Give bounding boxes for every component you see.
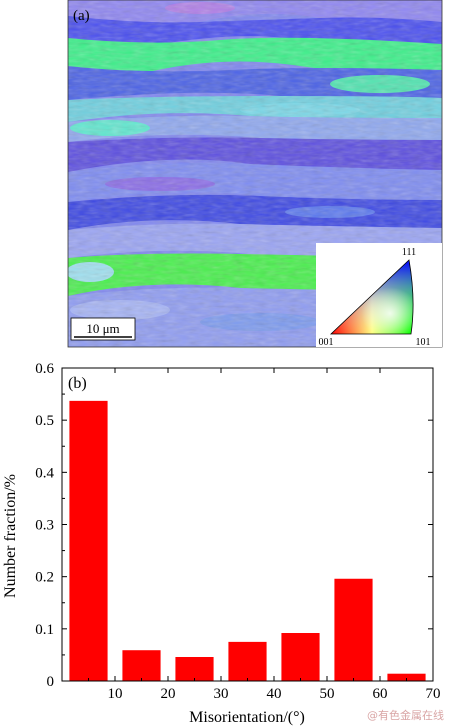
x-tick-label-5: 60 xyxy=(373,686,388,702)
panel-b-label: (b) xyxy=(68,375,87,392)
bar-3 xyxy=(228,641,267,681)
ipf-label-001: 001 xyxy=(319,337,334,348)
plot-frame xyxy=(61,367,434,682)
panel-a-label: (a) xyxy=(73,8,90,24)
y-tick-label-6: 0.6 xyxy=(35,361,54,377)
x-tick-label-0: 10 xyxy=(108,686,123,702)
x-tick-label-4: 50 xyxy=(320,686,335,702)
x-axis-label: Misorientation/(°) xyxy=(189,709,305,726)
y-tick-label-5: 0.5 xyxy=(35,413,54,429)
scale-bar: 10 μm xyxy=(70,317,136,341)
y-tick-label-4: 0.4 xyxy=(35,465,54,481)
bar-1 xyxy=(122,650,161,681)
y-tick-label-3: 0.3 xyxy=(35,518,54,534)
x-tick-label-6: 70 xyxy=(426,686,441,702)
y-tick-label-1: 0.1 xyxy=(35,622,54,638)
y-tick-label-0: 0 xyxy=(47,674,55,690)
bar-2 xyxy=(175,657,214,681)
bar-5 xyxy=(334,578,373,681)
bar-0 xyxy=(69,400,108,681)
x-tick-label-3: 40 xyxy=(267,686,282,702)
scale-bar-label: 10 μm xyxy=(86,321,119,336)
misorientation-bar-chart: 0 0.1 0.2 0.3 0.4 0.5 0.6 10 20 30 40 50 60 70 (b) Mi… xyxy=(2,361,441,726)
ipf-label-111: 111 xyxy=(402,247,416,258)
bar-4 xyxy=(281,633,320,681)
ipf-color-key: 111 001 101 xyxy=(316,243,442,348)
ipf-label-101: 101 xyxy=(416,337,431,348)
bar-6 xyxy=(387,673,426,681)
y-tick-label-2: 0.2 xyxy=(35,570,54,586)
y-axis-label: Number fraction/% xyxy=(2,474,19,598)
x-tick-label-1: 20 xyxy=(161,686,176,702)
x-tick-label-2: 30 xyxy=(214,686,229,702)
ebsd-map-panel: (a) 10 μm 111 001 101 xyxy=(67,0,443,348)
watermark-text: @有色金属在线 xyxy=(367,709,444,722)
